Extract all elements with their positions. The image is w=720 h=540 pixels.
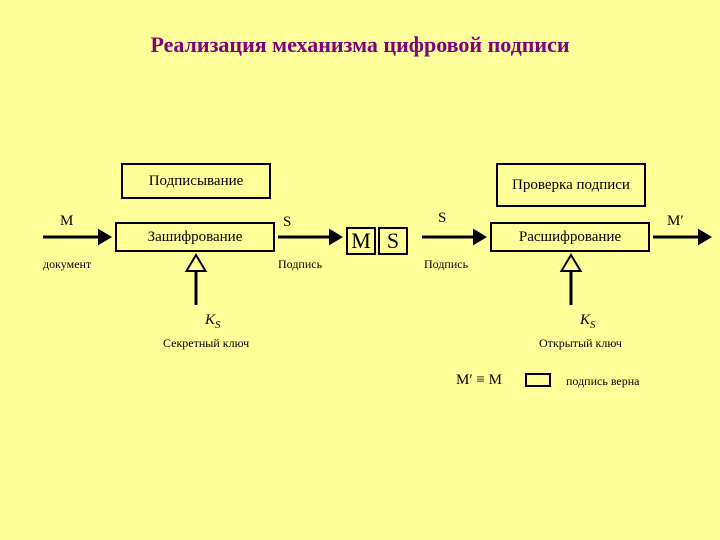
arrow-key-right: [0, 0, 720, 540]
